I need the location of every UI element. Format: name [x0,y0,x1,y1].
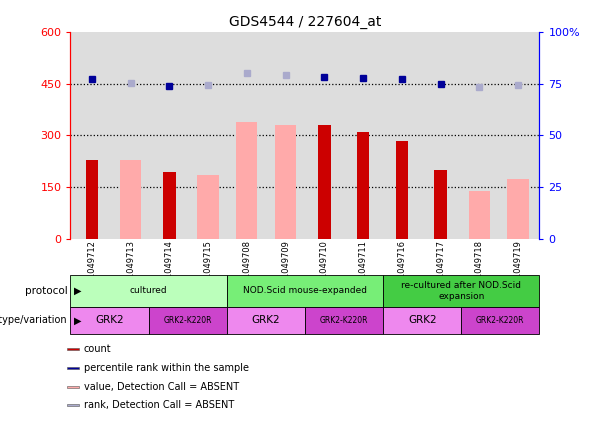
Bar [508,179,529,239]
Text: NOD.Scid mouse-expanded: NOD.Scid mouse-expanded [243,286,367,295]
Text: GRK2: GRK2 [251,316,280,325]
Bar [67,404,79,406]
Bar [236,121,257,239]
Text: genotype/variation: genotype/variation [0,316,67,325]
Bar [318,125,330,239]
Bar [197,175,219,239]
Text: percentile rank within the sample: percentile rank within the sample [84,363,249,373]
Bar [163,172,175,239]
Text: GRK2-K220R: GRK2-K220R [476,316,525,325]
Bar [67,367,79,369]
Bar [70,307,149,334]
Text: re-cultured after NOD.Scid
expansion: re-cultured after NOD.Scid expansion [402,281,521,300]
Text: ▶: ▶ [74,286,81,296]
Bar [383,307,462,334]
Bar [305,307,383,334]
Bar [435,170,447,239]
Text: GRK2-K220R: GRK2-K220R [320,316,368,325]
Bar [395,140,408,239]
Bar [275,125,296,239]
Bar [67,349,79,350]
Bar [70,275,227,307]
Text: GRK2-K220R: GRK2-K220R [164,316,212,325]
Text: protocol: protocol [25,286,67,296]
Bar [149,307,227,334]
Bar [469,191,490,239]
Bar [383,275,539,307]
Text: GRK2: GRK2 [95,316,124,325]
Bar [86,159,98,239]
Bar [357,132,369,239]
Text: value, Detection Call = ABSENT: value, Detection Call = ABSENT [84,382,239,392]
Text: rank, Detection Call = ABSENT: rank, Detection Call = ABSENT [84,400,234,410]
Bar [462,307,539,334]
Text: cultured: cultured [130,286,167,295]
Text: GRK2: GRK2 [408,316,436,325]
Text: ▶: ▶ [74,316,81,325]
Bar [227,307,305,334]
Text: count: count [84,344,112,354]
Bar [227,275,383,307]
Title: GDS4544 / 227604_at: GDS4544 / 227604_at [229,15,381,29]
Bar [120,159,141,239]
Bar [67,386,79,388]
